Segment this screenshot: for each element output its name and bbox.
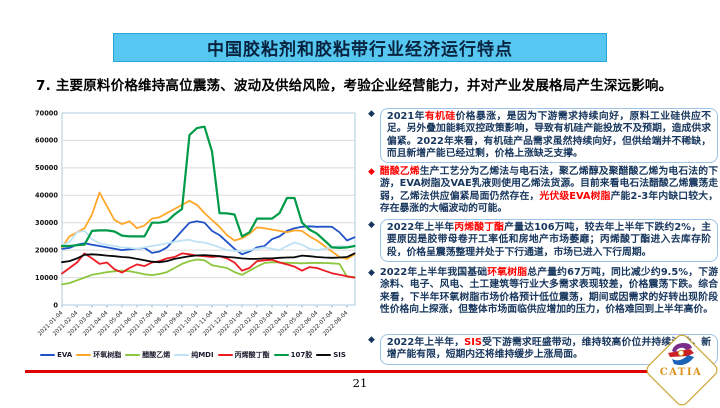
- legend-label: 环氧树脂: [93, 351, 122, 359]
- legend-item: 纯MDI: [174, 350, 214, 360]
- diamond-bullet-icon: ◆: [368, 268, 375, 278]
- svg-text:50000: 50000: [35, 164, 58, 172]
- diamond-bullet-icon: ◆: [368, 109, 375, 119]
- svg-text:10000: 10000: [35, 274, 58, 282]
- legend-line-swatch: [273, 353, 289, 357]
- diamond-bullet-icon: ◆: [368, 220, 375, 230]
- chart-legend: EVA 环氧树脂 醋酸乙烯 纯MDI 丙烯酸丁酯 107胶 SIS: [25, 350, 361, 360]
- legend-label: 107胶: [290, 351, 313, 359]
- legend-label: SIS: [333, 351, 346, 359]
- svg-text:40000: 40000: [35, 192, 58, 200]
- legend-line-swatch: [40, 353, 56, 357]
- svg-text:20000: 20000: [35, 246, 58, 254]
- bullet-item: ◆ 2022年上半年丙烯酸丁酯产量达106万吨，较去年上半年下跌约2%，主要原因是…: [368, 219, 718, 262]
- logo-text: CATIA: [659, 367, 703, 378]
- bullet-item: ◆ 2021年有机硅价格暴涨，是因为下游需求持续向好，原料工业硅供应不足。另外叠加…: [368, 108, 718, 164]
- title-bar: 中国胶粘剂和胶粘带行业经济运行特点: [113, 33, 607, 62]
- series-line-丙烯酸丁酯: [61, 252, 356, 279]
- page-number: 21: [352, 376, 368, 390]
- svg-text:70000: 70000: [35, 109, 58, 117]
- legend-line-swatch: [76, 353, 92, 357]
- legend-item: SIS: [316, 351, 346, 359]
- legend-line-swatch: [316, 353, 332, 357]
- logo-content: CATIA: [643, 341, 719, 378]
- legend-line-swatch: [125, 353, 141, 357]
- bullet-text: 2022年上半年丙烯酸丁酯产量达106万吨，较去年上半年下跌约2%，主要原因是胶…: [379, 219, 718, 262]
- bullet-item: ◆ 2022年上半年我国基础环氧树脂总产量约67万吨，同比减少约9.5%，下游涂料…: [368, 267, 718, 316]
- legend-line-swatch: [174, 353, 190, 357]
- slide-title: 中国胶粘剂和胶粘带行业经济运行特点: [207, 40, 513, 60]
- series-line-纯MDI: [61, 230, 356, 253]
- footer-divider-line: [25, 370, 652, 373]
- catia-logo: CATIA: [643, 331, 720, 408]
- diamond-bullet-icon: ◆: [368, 167, 375, 177]
- legend-item: 醋酸乙烯: [125, 350, 170, 360]
- legend-item: 环氧树脂: [76, 350, 121, 360]
- svg-text:30000: 30000: [35, 219, 58, 227]
- series-line-环氧树脂: [61, 191, 356, 260]
- legend-line-swatch: [217, 353, 233, 357]
- bullet-item: ◆ 醋酸乙烯生产工艺分为乙烯法与电石法，聚乙烯醇及聚醋酸乙烯为电石法的下游，EVA…: [368, 166, 718, 215]
- legend-item: 丙烯酸丁酯: [217, 350, 270, 360]
- logo-swirl-icon: [668, 343, 694, 366]
- legend-label: 纯MDI: [191, 351, 214, 359]
- legend-label: 醋酸乙烯: [142, 351, 171, 359]
- bullet-text: 醋酸乙烯生产工艺分为乙烯法与电石法，聚乙烯醇及聚醋酸乙烯为电石法的下游，EVA树…: [379, 166, 719, 214]
- diamond-bullet-icon: ◆: [368, 335, 375, 345]
- legend-item: EVA: [40, 351, 72, 359]
- legend-item: 107胶: [273, 350, 313, 360]
- legend-label: 丙烯酸丁酯: [234, 351, 270, 359]
- bullet-text: 2022年上半年我国基础环氧树脂总产量约67万吨，同比减少约9.5%，下游涂料、…: [379, 267, 718, 315]
- section-heading: 7. 主要原料价格维持高位震荡、波动及供给风险，考验企业经营能力，并对产业发展格…: [36, 78, 673, 94]
- series-line-醋酸乙烯: [61, 258, 356, 286]
- series-line-107胶: [60, 125, 356, 249]
- bullet-text: 2021年有机硅价格暴涨，是因为下游需求持续向好，原料工业硅供应不足。另外叠加能…: [379, 108, 718, 164]
- chart-plot: 0100002000030000400005000060000700002021…: [35, 109, 356, 337]
- series-line-SIS: [61, 252, 356, 264]
- price-trend-chart: 0 10000 20000 30000 40000 50000 60000 70000 2021…: [25, 105, 361, 375]
- svg-text:60000: 60000: [35, 137, 58, 145]
- svg-text:0: 0: [53, 301, 58, 309]
- legend-label: EVA: [57, 351, 73, 359]
